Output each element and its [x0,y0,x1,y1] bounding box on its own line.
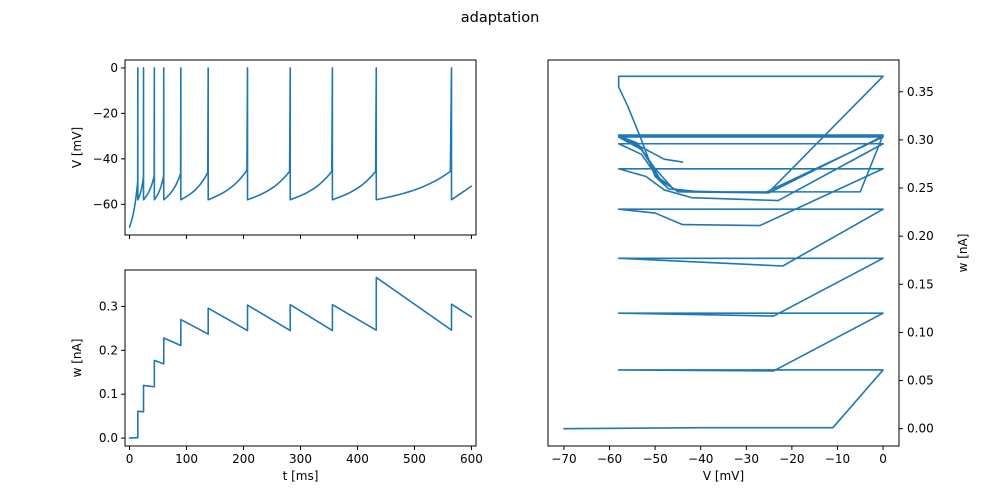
x-tick-label: −60 [597,452,622,466]
x-tick-label: 0 [126,452,134,466]
y-tick-label: 0.15 [907,277,934,291]
x-tick-label: −40 [688,452,713,466]
axes-frame [124,59,477,236]
x-tick-label: −50 [642,452,667,466]
y-axis-label: w [nA] [70,339,84,378]
y-tick-label: 0.1 [99,387,118,401]
y-tick-label: 0.35 [907,85,934,99]
phase-trajectory-line [563,75,884,430]
axes-frame [124,269,477,447]
x-tick-label: −70 [551,452,576,466]
y-tick-label: 0.25 [907,181,934,195]
y-tick-label: 0.30 [907,133,934,147]
adaptation-time-axes: 0 100 200 300 400 500 600 0.0 0.1 0.2 0.3 t [ms] w [… [70,269,483,483]
y-tick-label: 0.00 [907,422,934,436]
adaptation-trace-line [128,276,473,439]
x-tick-label: 600 [460,452,483,466]
y-tick-label: 0.2 [99,343,118,357]
x-tick-label: 0 [879,452,887,466]
x-tick-label: 100 [175,452,198,466]
voltage-time-axes: −60 −40 −20 0 V [mV] [70,59,477,239]
y-tick-label: 0.3 [99,299,118,313]
x-tick-label: 400 [346,452,369,466]
y-axis-label: w [nA] [956,234,970,273]
y-axis-label: V [mV] [70,127,84,168]
voltage-trace-line [128,67,473,228]
x-tick-label: 200 [232,452,255,466]
phase-plane-axes: −70 −60 −50 −40 −30 −20 −10 0 0.00 0.05 0.10 0.15 0.… [547,59,970,483]
x-tick-label: −30 [734,452,759,466]
axes-frame [547,59,900,447]
x-axis-label: V [mV] [703,469,744,483]
x-axis-label: t [ms] [283,469,319,483]
x-tick-label: 300 [289,452,312,466]
x-tick-label: −10 [825,452,850,466]
y-tick-label: 0.10 [907,325,934,339]
y-tick-label: 0.05 [907,374,934,388]
y-tick-label: 0.0 [99,431,118,445]
y-tick-label: 0 [110,61,118,75]
y-tick-label: −60 [93,197,118,211]
y-tick-label: 0.20 [907,229,934,243]
x-tick-label: −20 [779,452,804,466]
x-tick-label: 500 [403,452,426,466]
y-tick-label: −40 [93,152,118,166]
y-tick-label: −20 [93,106,118,120]
figure-title: adaptation [461,10,540,26]
